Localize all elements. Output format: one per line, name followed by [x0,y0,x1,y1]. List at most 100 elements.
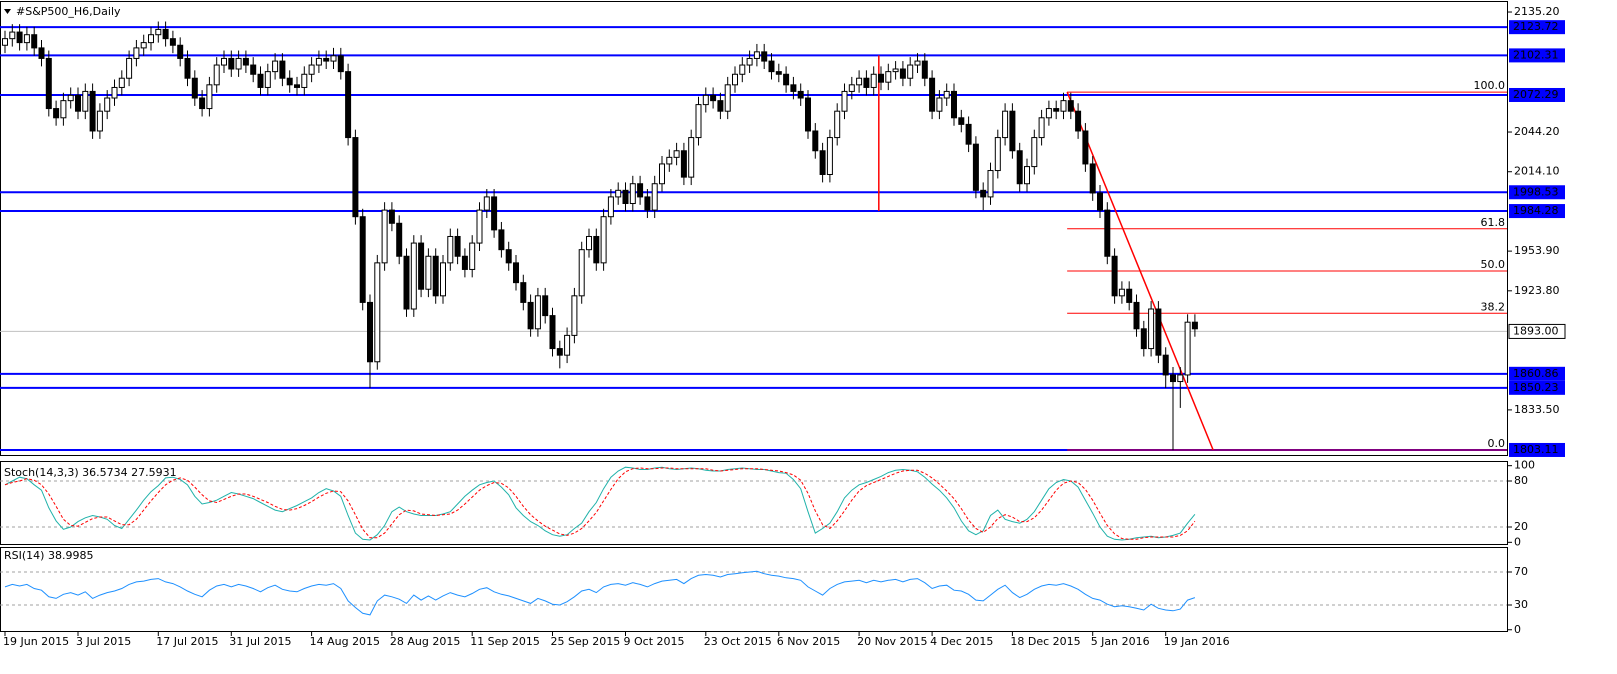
candle-body [126,57,133,79]
candle-body [943,90,950,99]
candle-body [483,196,490,211]
level-label-box [1509,20,1565,35]
candle-body [958,117,965,125]
fib-level-label: 100.0 [1474,79,1506,92]
candle-body [593,235,600,264]
candle-body [1053,108,1060,112]
y-tick-label: 100 [1514,459,1535,472]
candle-body [140,42,147,49]
candle-body [118,77,125,88]
level-label: 1998.53 [1513,185,1559,198]
candle-body [899,68,906,79]
candle-body [352,137,359,218]
candle-body [702,94,709,106]
candle-body [315,57,322,66]
candle-body [1016,150,1023,185]
candle-body [374,262,381,363]
candle-body [96,110,103,132]
candle-body [403,255,410,310]
stoch-pane-border [0,461,1508,545]
candle-body [834,110,841,139]
current-price-box [1508,323,1566,339]
candle-body [2,38,8,46]
x-tick-label: 3 Jul 2015 [76,635,131,648]
level-label-box [1509,48,1565,63]
x-tick-label: 31 Jul 2015 [229,635,291,648]
candle-body [1045,108,1052,119]
stoch-title: Stoch(14,3,3) 36.5734 27.5931 [4,466,177,479]
candle-body [994,137,1001,172]
candle-body [739,64,746,75]
candle-body [491,196,498,231]
level-label-box [1509,204,1565,219]
candle-body [907,64,914,79]
candle-body [1184,321,1191,376]
candle-body [1111,255,1118,297]
candle-body [75,94,81,112]
candle-body [367,301,373,363]
candle-body [381,209,388,264]
candle-body [732,73,738,86]
candle-body [301,73,308,88]
candle-body [1002,110,1009,139]
candle-body [951,90,957,119]
chart-title: #S&P500_H6,Daily [16,5,121,18]
candle-body [498,229,505,251]
candle-body [82,90,89,112]
x-tick-label: 11 Sep 2015 [470,635,540,648]
candle-body [542,295,549,317]
y-tick-label: 1953.90 [1514,244,1560,257]
candle-body [169,38,176,46]
x-tick-label: 6 Nov 2015 [777,635,840,648]
x-tick-label: 19 Jun 2015 [3,635,69,648]
candle-body [651,183,658,211]
y-tick-label: 2014.10 [1514,165,1560,178]
fib-level-label: 38.2 [1481,300,1506,313]
level-label-box [1509,442,1565,457]
x-tick-label: 14 Aug 2015 [310,635,380,648]
candle-body [1089,163,1096,194]
candle-body [221,57,227,66]
grid-layer [0,11,1512,636]
level-label-box [1509,366,1565,381]
x-tick-label: 28 Aug 2015 [390,635,460,648]
candle-body [505,249,512,264]
indicator-line [4,466,1196,541]
candle-body [1067,100,1074,112]
candle-body [797,90,804,99]
y-tick-label: 20 [1514,520,1528,533]
candle-body [513,262,519,284]
trend-line [1066,91,1214,451]
candle-body [644,196,651,211]
candle-body [1075,110,1082,132]
price-pane-border [0,1,1508,456]
level-label: 2123.72 [1513,20,1559,33]
y-tick-label: 30 [1514,598,1528,611]
level-label: 1850.23 [1513,381,1559,394]
level-label-box [1509,185,1565,200]
menu-triangle[interactable] [4,9,11,14]
candle-body [264,71,271,88]
candle-body [929,77,936,112]
candle-body [133,47,140,59]
candle-body [1148,308,1155,350]
y-tick-label: 2044.20 [1514,125,1560,138]
indicator-line [4,570,1196,616]
candle-body [440,262,446,297]
candle-body [965,123,972,145]
candle-body [425,255,432,290]
candle-body [534,295,541,330]
candle-body [1024,166,1030,185]
candle-body [337,55,344,73]
candle-body [987,170,994,198]
stoch-k-value: 36.5734 [82,466,128,479]
candle-body [812,130,819,152]
candle-body [1162,354,1169,376]
candle-body [16,31,23,44]
candle-body [615,189,622,198]
candle-body [1104,209,1111,257]
candle-body [695,104,702,139]
candle-body [469,242,476,270]
stoch-name: Stoch(14,3,3) [4,466,79,479]
candle-body [848,84,855,92]
